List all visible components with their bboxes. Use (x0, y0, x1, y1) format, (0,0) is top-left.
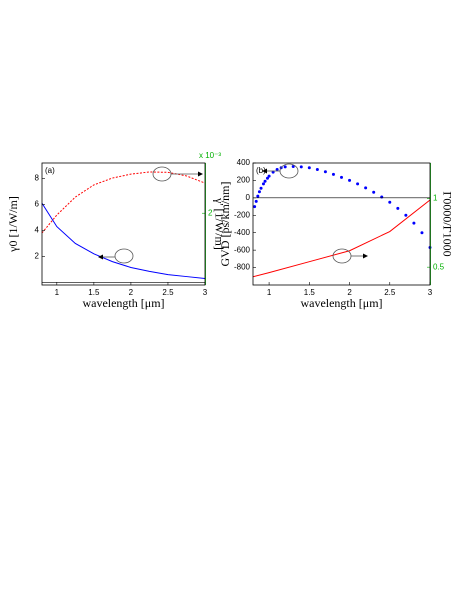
data-point (254, 199, 258, 203)
arrowhead (262, 168, 267, 174)
data-point (315, 168, 319, 172)
plot-frame (41, 162, 206, 286)
data-point (283, 165, 287, 169)
ellipse (152, 166, 172, 182)
data-point (265, 176, 269, 180)
y-tick-label: 2 (35, 252, 40, 261)
y-tick-label: -800 (234, 263, 251, 272)
data-point (261, 182, 265, 186)
y2-axis-label: Γ0000/Γ1000 (440, 191, 454, 256)
y2-tick-label: 2 (208, 208, 213, 217)
data-point (257, 190, 261, 194)
y2-tick-label: 0.5 (433, 262, 445, 271)
arrowheads (98, 168, 368, 260)
data-point (256, 194, 260, 198)
y-tick-label: -400 (234, 228, 251, 237)
data-point (259, 186, 263, 190)
x-tick-label: 3 (428, 288, 433, 297)
x-axis-label: wavelength [μm] (82, 296, 164, 310)
plot-frame (252, 162, 431, 286)
data-point (364, 186, 368, 190)
y-tick-label: 6 (35, 200, 40, 209)
data-point (404, 213, 408, 217)
y-tick-label: -600 (234, 245, 251, 254)
data-point (420, 231, 424, 235)
y-tick-label: -200 (234, 210, 251, 219)
data-line (41, 202, 206, 280)
x-tick-label: 1.5 (304, 288, 316, 297)
data-point (331, 172, 335, 176)
data-point (275, 168, 279, 172)
y-tick-label: 8 (35, 174, 40, 183)
x-tick-label: 2 (129, 288, 134, 297)
ellipse (279, 163, 299, 179)
panel-label: (b) (256, 166, 266, 175)
y-tick-label: 4 (35, 226, 40, 235)
data-point (263, 179, 267, 183)
data-point (356, 182, 360, 186)
ellipse (332, 248, 352, 264)
arrowhead (98, 254, 103, 260)
data-point (348, 178, 352, 182)
x-tick-label: 2.5 (384, 288, 396, 297)
y-axis-label: γ0 [1/W/m] (6, 196, 20, 253)
data-point (291, 164, 295, 168)
y-axis-label: GVD [ps/km/nm] (218, 182, 232, 267)
y-tick-label: 0 (246, 193, 251, 202)
y2-axis-label: γ' [1/W/m] (212, 197, 226, 250)
x-tick-label: 1 (267, 288, 272, 297)
x-tick-label: 1 (55, 288, 60, 297)
data-point (340, 175, 343, 179)
data-line (252, 199, 431, 278)
data-point (372, 190, 376, 194)
data-point (299, 165, 303, 169)
y2-multiplier: x 10⁻³ (199, 151, 221, 160)
arrowhead (198, 171, 203, 177)
y-tick-label: 400 (237, 158, 251, 167)
data-point (388, 200, 392, 204)
y-tick-label: 200 (237, 176, 251, 185)
x-tick-label: 1.5 (88, 288, 100, 297)
data-line (41, 171, 206, 234)
x-tick-label: 2 (347, 288, 352, 297)
data-point (267, 174, 271, 178)
data-point (253, 205, 257, 209)
data-point (412, 221, 416, 225)
x-tick-label: 3 (203, 288, 208, 297)
x-tick-label: 2.5 (162, 288, 174, 297)
arrowhead (363, 253, 368, 259)
data-point (307, 166, 311, 170)
data-point (323, 170, 327, 174)
y2-tick-label: 1 (433, 194, 438, 203)
panel-label: (a) (45, 166, 55, 175)
data-point (396, 206, 400, 210)
x-axis-label: wavelength [μm] (300, 296, 382, 310)
ellipse (114, 248, 134, 264)
